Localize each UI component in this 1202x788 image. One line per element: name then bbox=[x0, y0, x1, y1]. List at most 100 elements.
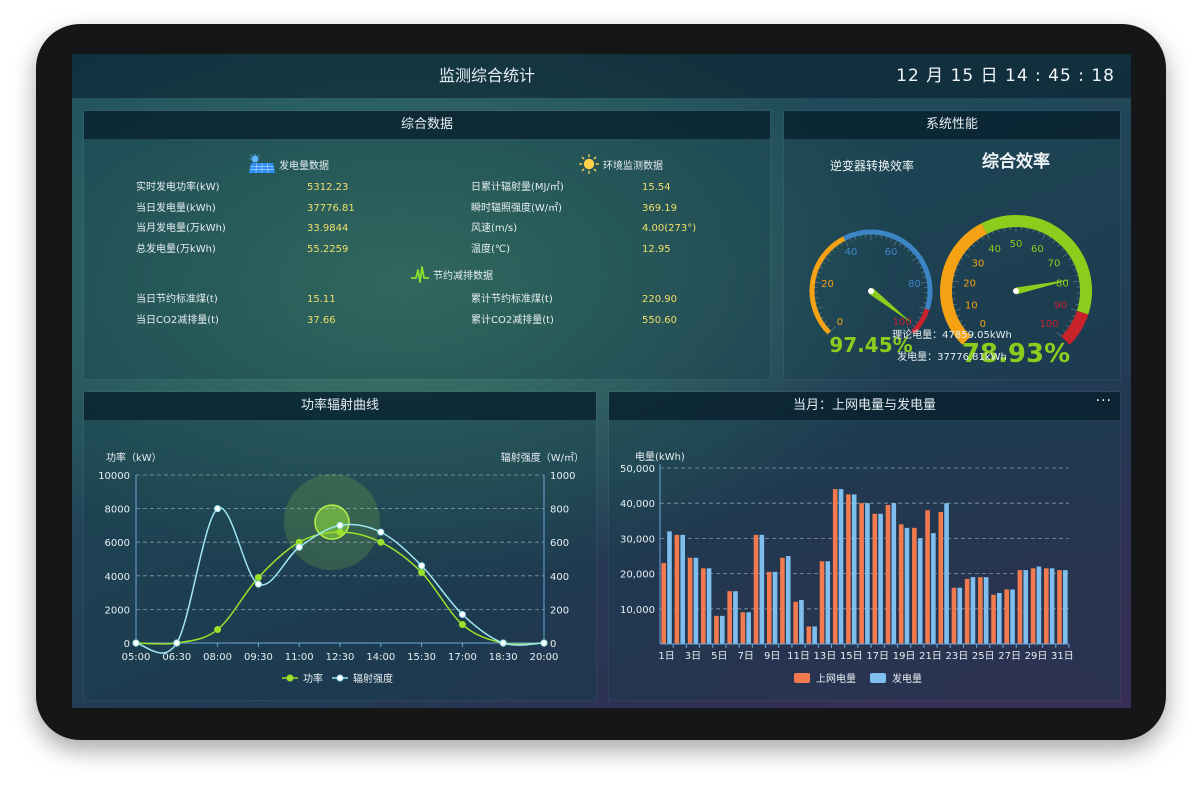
bar[interactable] bbox=[978, 577, 983, 644]
legend-item[interactable]: 辐射强度 bbox=[332, 672, 393, 685]
bar[interactable] bbox=[714, 615, 719, 644]
data-point[interactable] bbox=[418, 568, 426, 576]
bar[interactable] bbox=[667, 531, 672, 644]
bar[interactable] bbox=[917, 538, 923, 644]
bar[interactable] bbox=[806, 626, 812, 644]
bar[interactable] bbox=[957, 587, 963, 644]
bar[interactable] bbox=[680, 534, 685, 644]
bar[interactable] bbox=[1017, 570, 1023, 644]
bar[interactable] bbox=[865, 503, 870, 644]
bar[interactable] bbox=[719, 615, 725, 644]
data-point[interactable] bbox=[295, 543, 303, 551]
data-point[interactable] bbox=[499, 639, 507, 647]
bar[interactable] bbox=[746, 612, 751, 644]
bar[interactable] bbox=[785, 556, 791, 644]
bar[interactable] bbox=[832, 489, 838, 644]
data-point[interactable] bbox=[173, 639, 181, 647]
bar[interactable] bbox=[997, 592, 1002, 644]
overall-gauge-tick bbox=[1066, 325, 1070, 328]
bar[interactable] bbox=[812, 626, 817, 644]
bar[interactable] bbox=[1004, 589, 1010, 644]
bar[interactable] bbox=[885, 504, 891, 644]
bar[interactable] bbox=[1057, 570, 1062, 644]
bar[interactable] bbox=[772, 571, 778, 644]
bar[interactable] bbox=[859, 503, 864, 644]
bar[interactable] bbox=[931, 533, 936, 644]
env-label: 温度(℃) bbox=[471, 243, 511, 255]
bar[interactable] bbox=[1030, 568, 1036, 644]
overall-gauge-tick bbox=[1038, 231, 1040, 235]
bar[interactable] bbox=[938, 512, 944, 644]
data-point[interactable] bbox=[214, 505, 222, 513]
bar[interactable] bbox=[687, 557, 693, 644]
bar[interactable] bbox=[846, 494, 851, 644]
bar[interactable] bbox=[838, 489, 844, 644]
summary-panel-title: 综合数据 bbox=[84, 111, 770, 139]
bar[interactable] bbox=[904, 527, 910, 644]
bar[interactable] bbox=[799, 600, 804, 644]
saving-value: 15.11 bbox=[307, 294, 336, 305]
legend-item[interactable]: 发电量 bbox=[870, 672, 922, 685]
bar[interactable] bbox=[970, 577, 976, 644]
power-label: 当日发电量(kWh) bbox=[136, 202, 216, 214]
bar[interactable] bbox=[733, 591, 738, 644]
bar[interactable] bbox=[727, 591, 732, 644]
bar[interactable] bbox=[1036, 566, 1042, 644]
bar[interactable] bbox=[944, 503, 949, 644]
bar[interactable] bbox=[793, 601, 798, 644]
bar[interactable] bbox=[819, 561, 825, 644]
data-point[interactable] bbox=[132, 639, 140, 647]
bar[interactable] bbox=[1010, 589, 1015, 644]
bar[interactable] bbox=[878, 513, 883, 644]
bar[interactable] bbox=[983, 577, 989, 644]
bar[interactable] bbox=[740, 612, 746, 644]
bar[interactable] bbox=[912, 527, 917, 644]
saving-value: 220.90 bbox=[642, 294, 677, 305]
data-point[interactable] bbox=[254, 580, 262, 588]
bar[interactable] bbox=[1063, 570, 1068, 644]
bar[interactable] bbox=[964, 578, 970, 644]
data-point[interactable] bbox=[336, 528, 344, 536]
y-tick-label: 8000 bbox=[105, 505, 130, 516]
data-point[interactable] bbox=[458, 621, 466, 629]
bar[interactable] bbox=[1044, 568, 1049, 644]
bar[interactable] bbox=[898, 524, 904, 644]
bar[interactable] bbox=[991, 594, 996, 644]
legend-label: 发电量 bbox=[892, 672, 922, 685]
overall-gauge-tick bbox=[1075, 304, 1079, 306]
data-point[interactable] bbox=[418, 562, 426, 570]
bar[interactable] bbox=[780, 557, 785, 644]
more-options-button[interactable]: ··· bbox=[1095, 393, 1112, 409]
bar[interactable] bbox=[753, 534, 759, 644]
data-point[interactable] bbox=[254, 573, 262, 581]
legend-item[interactable]: 功率 bbox=[282, 672, 323, 685]
data-point[interactable] bbox=[458, 610, 466, 618]
data-point[interactable] bbox=[336, 521, 344, 529]
bar[interactable] bbox=[825, 561, 831, 644]
bar[interactable] bbox=[766, 571, 772, 644]
bar[interactable] bbox=[851, 494, 857, 644]
saving-value: 550.60 bbox=[642, 314, 677, 326]
bar[interactable] bbox=[872, 513, 878, 644]
data-point[interactable] bbox=[214, 626, 222, 634]
saving-section-header: 节约减排数据 bbox=[410, 264, 493, 284]
bar[interactable] bbox=[700, 568, 706, 644]
overall-gauge-tick bbox=[955, 269, 959, 271]
bar[interactable] bbox=[1023, 570, 1029, 644]
data-point[interactable] bbox=[540, 639, 548, 647]
data-point[interactable] bbox=[377, 528, 385, 536]
y-tick-label: 10,000 bbox=[620, 605, 655, 616]
bar[interactable] bbox=[693, 557, 699, 644]
bar[interactable] bbox=[706, 568, 712, 644]
bar[interactable] bbox=[759, 534, 765, 644]
overall-gauge-tick bbox=[964, 253, 970, 258]
bar[interactable] bbox=[674, 534, 680, 644]
legend-item[interactable]: 上网电量 bbox=[794, 672, 856, 685]
bar[interactable] bbox=[661, 563, 666, 644]
power-label: 实时发电功率(kW) bbox=[136, 182, 220, 193]
bar[interactable] bbox=[891, 503, 897, 644]
bar[interactable] bbox=[951, 587, 957, 644]
bar[interactable] bbox=[1049, 568, 1055, 644]
data-point[interactable] bbox=[377, 538, 385, 546]
bar[interactable] bbox=[925, 510, 930, 644]
